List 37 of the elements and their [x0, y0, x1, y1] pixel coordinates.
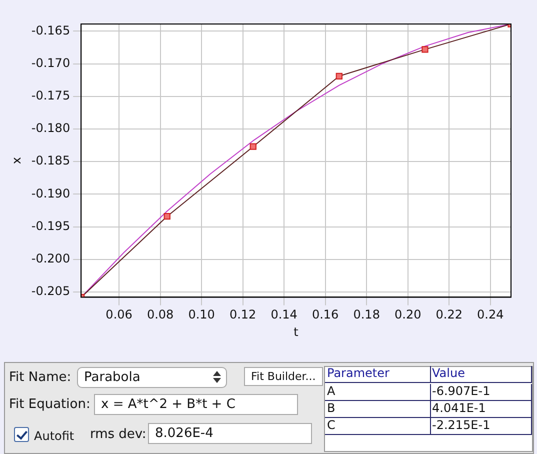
y-axis-title: x — [9, 157, 24, 164]
y-tick-label: -0.185 — [31, 154, 70, 168]
x-tick-label: 0.20 — [394, 308, 422, 322]
y-tick-label: -0.180 — [31, 121, 70, 136]
y-tick-label: -0.175 — [31, 88, 70, 102]
x-tick-label: 0.06 — [106, 308, 132, 322]
text: x = A*t^2 + B*t + C — [94, 394, 298, 415]
text: 8.026E-4 — [148, 423, 312, 444]
text: Fit Equation: — [9, 397, 90, 412]
text: A — [325, 384, 431, 401]
text: B — [325, 401, 431, 418]
x-tick-label: 0.12 — [229, 308, 256, 322]
x-tick-label: 0.18 — [353, 308, 380, 322]
y-tick-label: -0.170 — [31, 56, 70, 70]
text: Fit Builder... — [244, 367, 323, 386]
x-tick-label: 0.08 — [146, 308, 174, 322]
text: Value — [430, 366, 532, 383]
text: 4.041E-1 — [430, 401, 532, 418]
x-tick-label: 0.16 — [312, 308, 339, 322]
text: Autofit — [34, 429, 74, 443]
y-tick-label: -0.200 — [31, 252, 70, 266]
x-tick-label: 0.10 — [188, 308, 215, 322]
y-tick-label: -0.190 — [31, 186, 70, 200]
x-tick-label: 0.24 — [477, 308, 504, 322]
y-tick-label: -0.165 — [31, 23, 70, 38]
y-tick-label: -0.205 — [31, 284, 70, 298]
text: -2.215E-1 — [430, 418, 532, 435]
x-tick-label: 0.14 — [270, 308, 298, 322]
text: Fit Name: — [9, 370, 72, 385]
text: -6.907E-1 — [430, 384, 532, 401]
text: Parameter — [325, 366, 431, 383]
text: rms dev: — [90, 427, 146, 442]
x-axis-title: t — [294, 324, 299, 339]
text: C — [325, 418, 431, 435]
x-tick-label: 0.22 — [436, 308, 462, 322]
y-tick-label: -0.195 — [31, 218, 70, 233]
text: Parabola — [77, 367, 227, 388]
